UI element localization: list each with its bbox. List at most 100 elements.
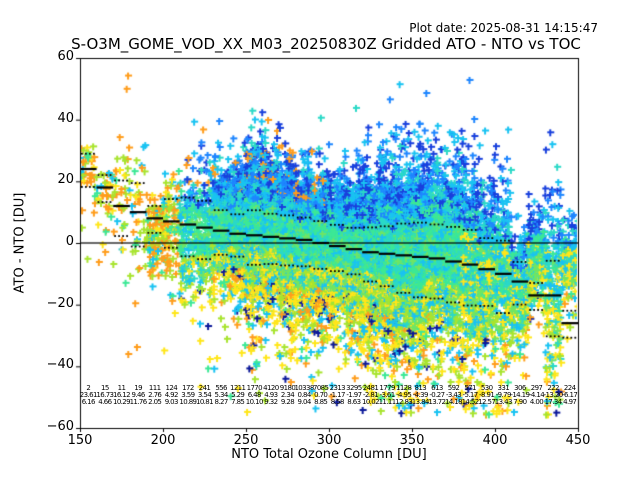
x-tick-label: 450 [565,433,591,448]
bin-std: 9.03 [164,398,179,406]
bin-count: 813 [414,384,427,392]
bin-count: 1770 [246,384,263,392]
bin-std: 17.34 [544,398,563,406]
y-tick-label: −40 [46,357,74,373]
bin-std: 8.27 [214,398,229,406]
bin-count: 15 [101,384,109,392]
bin-std: 13.84 [411,398,430,406]
bin-count: 2481 [362,384,379,392]
bin-count: 3295 [346,384,362,392]
bin-count: 4120 [263,384,279,392]
bin-mean: -5.17 [462,391,479,399]
bin-std: 2.05 [148,398,162,406]
bin-mean: 0.70 [314,391,328,399]
bin-count: 241 [198,384,211,392]
bin-mean: 3.54 [197,391,212,399]
bin-count: 10338 [294,384,314,392]
x-tick-label: 250 [233,433,259,448]
bin-count: 592 [447,384,460,392]
bin-mean: -6.17 [562,391,578,399]
bin-mean: 6.48 [247,391,262,399]
bin-count: 1779 [379,384,395,392]
bin-count: 331 [497,384,510,392]
bin-std: 9.28 [280,398,295,406]
bin-mean: -9.79 [495,391,512,399]
bin-count: 19 [134,384,142,392]
bin-mean: -3.61 [379,391,396,399]
bin-mean: -4.95 [396,391,412,399]
bin-count: 1211 [229,384,246,392]
bin-count: 124 [165,384,178,392]
x-axis-label: NTO Total Ozone Column [DU] [231,447,427,462]
bin-count: 2 [86,384,91,392]
bin-std: 4.00 [529,398,544,406]
bin-std: 9.32 [264,398,278,406]
bin-std: 10.02 [361,398,380,406]
bin-count: 306 [514,384,526,392]
bin-std: 6.16 [81,398,96,406]
bin-mean: -4.14 [528,391,545,399]
bin-mean: 2.76 [148,391,162,399]
bin-count: 556 [215,384,227,392]
bin-count: 297 [530,384,543,392]
x-tick-label: 300 [316,433,342,448]
bin-mean: 0.84 [297,391,312,399]
bin-std: 7.85 [231,398,245,406]
bin-std: 11.76 [129,398,148,406]
bin-mean: -4.39 [412,391,429,399]
bin-count: 2313 [329,384,346,392]
y-tick-label: 20 [57,172,74,188]
bin-count: 530 [480,384,493,392]
bin-mean: 16.73 [96,391,114,399]
bin-std: 12.57 [478,398,496,406]
bin-std: 7.90 [513,398,527,406]
bin-count: 1128 [395,384,412,392]
bin-mean: -14.19 [510,391,530,399]
bin-std: 8.85 [314,398,328,406]
y-tick-label: −20 [46,295,74,311]
bin-mean: 2.34 [280,391,295,399]
y-tick-label: 40 [57,110,74,126]
bin-std: 4.66 [98,398,112,406]
y-tick-label: 60 [57,49,74,64]
bin-std: 13.43 [494,398,513,406]
bin-count: 571 [464,384,476,392]
bin-count: 9180 [279,384,296,392]
bin-mean: -13.20 [543,391,564,399]
bin-std: 9.04 [297,398,312,406]
bin-std: 10.81 [195,398,214,406]
bin-mean: 4.93 [264,391,278,399]
bin-mean: -1.17 [329,391,346,399]
bin-mean: 5.29 [231,391,245,399]
bin-count: 613 [431,384,443,392]
y-tick-label: −60 [46,419,74,434]
bin-count: 224 [563,384,576,392]
bin-std: 10.10 [245,398,264,406]
bin-count: 11 [117,384,126,392]
bin-std: 11.11 [378,398,397,406]
plot-date: Plot date: 2025-08-31 14:15:47 [409,21,598,35]
bin-mean: 16.12 [112,391,131,399]
y-axis-label: ATO - NTO [DU] [12,192,28,294]
bin-mean: -3.43 [445,391,462,399]
bin-count: 172 [182,384,194,392]
bin-mean: -1.97 [346,391,362,399]
bin-mean: 3.59 [181,391,195,399]
bin-std: 13.72 [428,398,446,406]
x-tick-label: 350 [399,433,425,448]
bin-count: 7085 [312,384,329,392]
bin-std: 10.89 [179,398,197,406]
x-tick-label: 150 [67,433,93,448]
bin-count: 222 [547,384,559,392]
bin-mean: 23.61 [79,391,98,399]
bin-mean: 9.46 [131,391,146,399]
bin-std: 8.58 [330,398,345,406]
bin-mean: -8.91 [479,391,495,399]
bin-std: 12.83 [395,398,413,406]
bin-mean: 4.92 [164,391,179,399]
bin-std: 14.52 [461,398,480,406]
bin-std: 10.29 [112,398,131,406]
bin-mean: -2.81 [362,391,379,399]
